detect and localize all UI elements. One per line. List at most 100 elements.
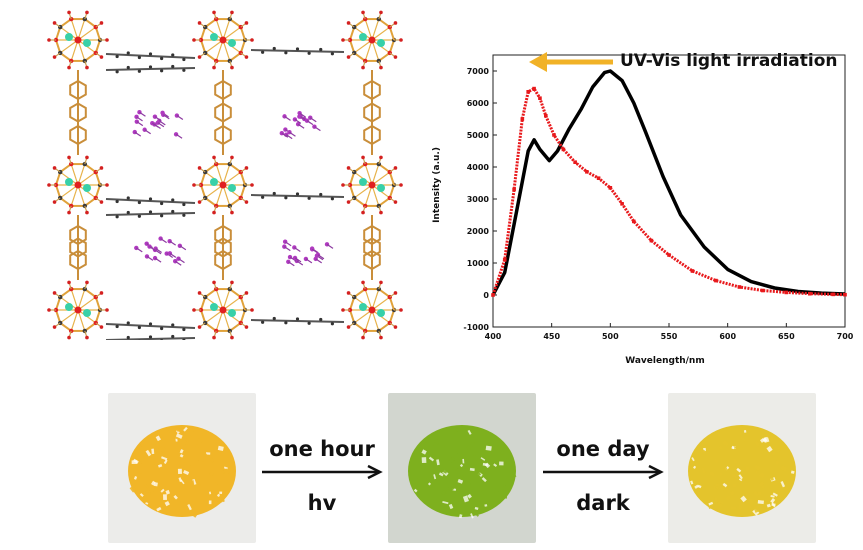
- cluster-oxygen: [212, 155, 216, 160]
- cluster-oxygen: [99, 166, 104, 170]
- crystal-grain: [712, 485, 717, 491]
- phenyl-ring: [214, 237, 232, 258]
- cluster-oxygen: [85, 210, 89, 215]
- crystal-grain: [753, 464, 761, 471]
- series-point-1: [667, 253, 671, 257]
- crystal-grain: [208, 491, 212, 495]
- crystal-grain: [455, 467, 460, 472]
- guest-bond: [174, 260, 182, 266]
- x-tick-label: 450: [543, 332, 560, 341]
- phenyl-ring: [214, 224, 232, 246]
- crystal-grain: [465, 481, 472, 487]
- linker-atom: [160, 214, 164, 218]
- cluster-oxygen: [212, 210, 216, 215]
- cluster-oxygen: [250, 38, 254, 42]
- y-tick-label: 2000: [467, 227, 490, 236]
- linker-atom: [148, 322, 153, 326]
- y-tick-label: 7000: [467, 67, 490, 76]
- linker-atom: [272, 191, 276, 196]
- linker-atom: [182, 202, 186, 207]
- crystal-grain: [421, 449, 427, 455]
- crystal-grain: [217, 445, 224, 452]
- phenyl-ring: [214, 124, 232, 146]
- cluster-atom: [376, 58, 381, 64]
- cluster-atom: [376, 161, 381, 167]
- crystal-grain: [189, 511, 193, 516]
- series-point-1: [552, 133, 556, 137]
- ring-bonds: [363, 237, 381, 258]
- crystal-grain: [229, 469, 234, 475]
- crystal-grain: [758, 481, 765, 487]
- cluster-bond: [94, 309, 101, 324]
- guest-bond: [169, 252, 177, 258]
- crystal-grain: [775, 460, 780, 465]
- y-tick-label: 1000: [467, 259, 490, 268]
- guest-bond: [136, 116, 143, 122]
- cluster-bond: [349, 309, 356, 324]
- cluster-spoke: [371, 309, 380, 332]
- crystal-grain: [453, 509, 459, 514]
- cluster-spoke: [371, 26, 391, 41]
- guest-bond: [154, 116, 162, 122]
- linker-atom: [137, 69, 141, 73]
- y-tick-label: -1000: [463, 323, 489, 332]
- cluster-oxygen: [67, 65, 71, 70]
- cluster-atom: [69, 328, 74, 334]
- linker-atom: [126, 196, 130, 200]
- cluster-spoke: [222, 26, 242, 41]
- x-axis-label: Wavelength/nm: [625, 356, 704, 366]
- crystal-grain: [448, 457, 455, 464]
- cluster-spoke: [77, 171, 97, 186]
- cluster-bond: [378, 163, 391, 173]
- metal-cluster: [192, 10, 254, 70]
- linker-atom: [126, 321, 130, 325]
- crystal-grain: [743, 430, 747, 433]
- linker-atom: [272, 316, 276, 321]
- linker-atom: [295, 317, 300, 321]
- cluster-bond: [59, 52, 72, 62]
- crystal-grain: [155, 441, 162, 449]
- series-point-1: [538, 96, 542, 100]
- cluster-oxygen: [361, 65, 365, 70]
- cluster-oxygen: [230, 65, 234, 70]
- crystal-grain: [458, 514, 463, 519]
- cluster-spoke: [215, 309, 224, 332]
- guest-bond: [157, 122, 165, 128]
- cluster-oxygen: [230, 155, 234, 160]
- crystal-grain: [500, 450, 505, 456]
- cluster-oxygen: [393, 55, 398, 59]
- cluster-bond: [94, 184, 101, 199]
- cluster-bond: [378, 18, 391, 28]
- linker-atom: [171, 209, 175, 214]
- ring-bonds: [214, 79, 232, 101]
- crystal-grain: [771, 451, 776, 457]
- linker-atom: [284, 51, 288, 55]
- cluster-bond: [353, 322, 366, 332]
- crystal-grain: [770, 498, 776, 504]
- crystal-grain: [182, 462, 187, 466]
- crystal-grain: [209, 491, 214, 496]
- guest-bond: [294, 257, 302, 263]
- cluster-oxygen: [393, 21, 398, 25]
- cluster-oxygen: [85, 280, 89, 285]
- crystal-grain: [474, 506, 479, 511]
- cluster-oxygen: [361, 210, 365, 215]
- crystal-grain: [157, 464, 163, 468]
- cluster-oxygen: [197, 291, 202, 295]
- series-point-1: [649, 238, 654, 243]
- crystal-grain: [504, 495, 508, 499]
- linker-atom: [148, 52, 153, 56]
- linker-atom: [171, 323, 175, 327]
- crystal-grain: [502, 485, 509, 492]
- crystal-grain: [776, 447, 780, 450]
- guest-bond: [149, 246, 156, 252]
- cluster-spoke: [371, 288, 380, 311]
- guest-bond: [309, 117, 317, 123]
- guest-bond: [158, 120, 166, 126]
- crystal-grain: [173, 495, 178, 500]
- x-tick-label: 550: [661, 332, 678, 341]
- crystal-grain: [480, 457, 486, 461]
- cluster-oxygen: [67, 155, 71, 160]
- cluster-oxygen: [197, 55, 202, 59]
- metal-cluster: [192, 280, 254, 340]
